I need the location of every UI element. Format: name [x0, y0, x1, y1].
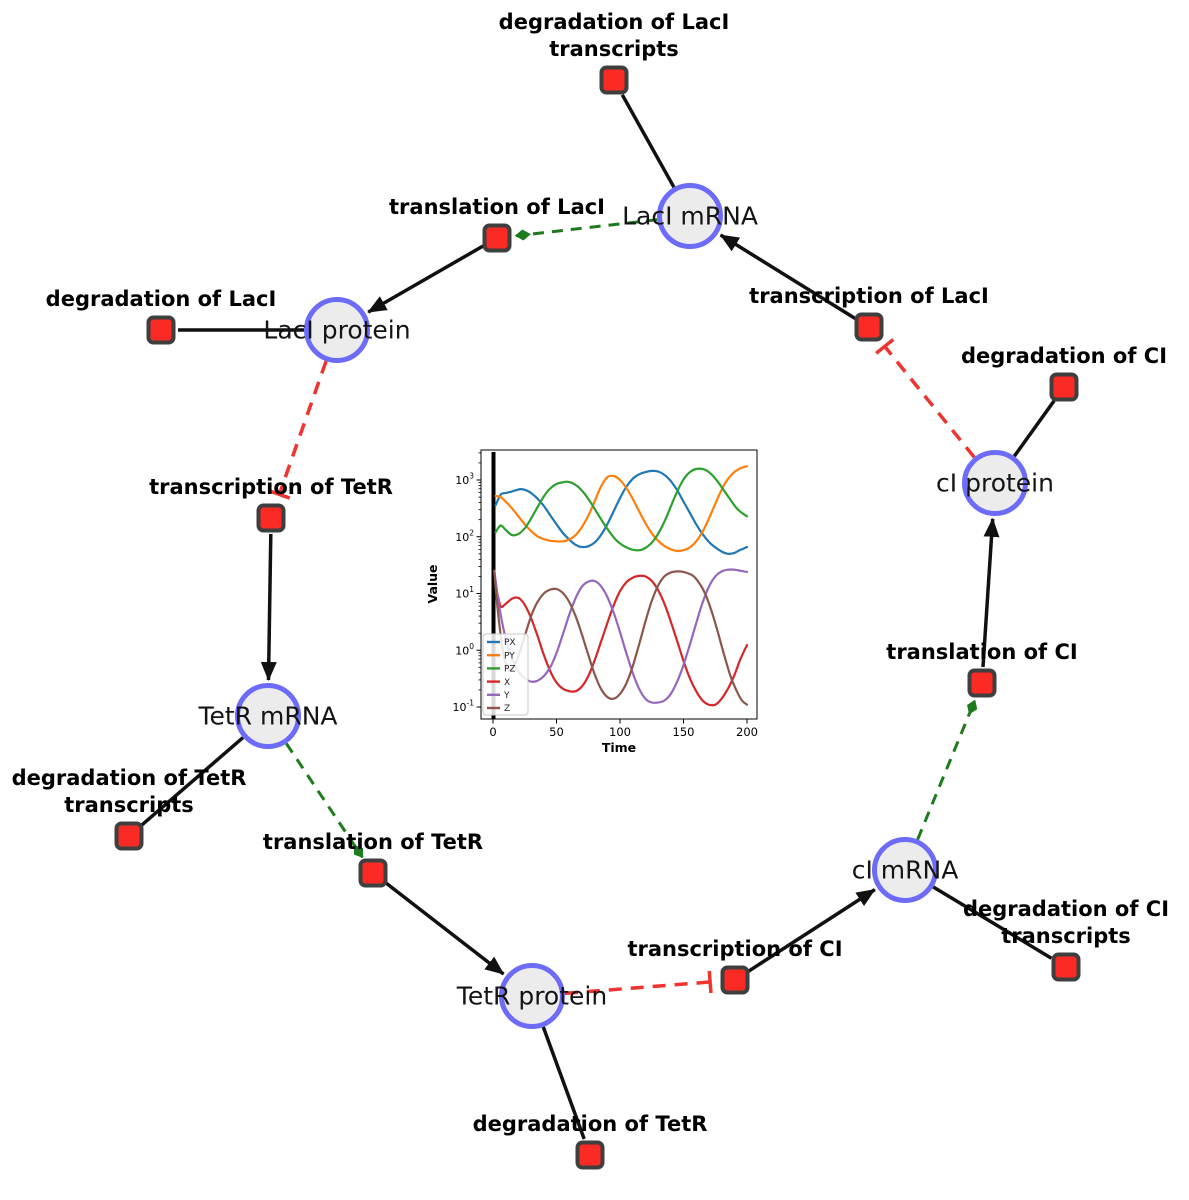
legend-label-PY: PY	[504, 651, 515, 661]
series-X	[493, 569, 749, 707]
reaction-node-deg-laci[interactable]	[146, 315, 176, 345]
edge-laci-mrna-to-translation-laci	[514, 218, 658, 241]
reaction-node-deg-laci-transcripts[interactable]	[599, 65, 629, 95]
y-axis-label: Value	[425, 564, 440, 603]
edge-transcription-ci-to-ci-mrna	[747, 888, 876, 973]
reaction-node-translation-ci[interactable]	[967, 668, 997, 698]
reaction-node-transcription-tetr[interactable]	[256, 503, 286, 533]
series-PY	[494, 465, 749, 553]
series-Y	[493, 568, 749, 704]
reaction-node-translation-tetr[interactable]	[358, 858, 388, 888]
edge-tetr-protein-to-deg-tetr	[541, 1026, 586, 1140]
edge-ci-mrna-to-translation-ci	[916, 699, 978, 841]
edge-tetr-mrna-to-translation-tetr	[285, 742, 364, 859]
reaction-node-deg-tetr[interactable]	[575, 1140, 605, 1170]
edge-translation-tetr-to-tetr-protein	[384, 881, 505, 976]
reaction-node-deg-ci-transcripts[interactable]	[1051, 952, 1081, 982]
edge-translation-laci-to-laci-protein	[367, 244, 484, 314]
reaction-node-transcription-ci[interactable]	[720, 965, 750, 995]
series-PZ	[494, 467, 749, 552]
reaction-node-translation-laci[interactable]	[482, 223, 512, 253]
x-axis-label: Time	[602, 740, 636, 755]
species-node-tetr-protein[interactable]	[499, 963, 565, 1029]
species-node-tetr-mrna[interactable]	[235, 683, 301, 749]
inset-plot-background	[425, 436, 770, 766]
inset-legend: PX PY PZ XYZ	[482, 633, 529, 716]
x-tick-label: 50	[549, 725, 564, 739]
edge-transcription-tetr-to-tetr-mrna	[260, 533, 277, 681]
legend-label-Y: Y	[503, 691, 510, 701]
edge-ci-mrna-to-deg-ci-transcripts	[932, 885, 1053, 960]
edge-laci-protein-to-transcription-tetr	[268, 360, 328, 500]
edge-translation-ci-to-ci-protein	[981, 517, 1000, 668]
edge-ci-protein-to-transcription-laci	[875, 338, 976, 459]
legend-label-PX: PX	[504, 638, 516, 648]
series-PX	[494, 469, 749, 555]
species-node-laci-protein[interactable]	[304, 297, 370, 363]
x-tick-label: 0	[489, 725, 496, 739]
x-tick-label: 200	[736, 725, 758, 739]
inset-plot-frame	[480, 449, 758, 720]
x-tick-label: 150	[673, 725, 695, 739]
legend-label-X: X	[504, 678, 510, 688]
species-node-ci-protein[interactable]	[962, 450, 1028, 516]
legend-label-Z: Z	[504, 704, 510, 714]
edge-laci-mrna-to-deg-laci-transcripts	[620, 93, 676, 189]
species-node-ci-mrna[interactable]	[872, 837, 938, 903]
reaction-node-deg-ci[interactable]	[1049, 372, 1079, 402]
edge-ci-protein-to-deg-ci	[1012, 399, 1056, 458]
reaction-node-deg-tetr-transcripts[interactable]	[114, 821, 144, 851]
series-Z	[493, 569, 749, 706]
edge-transcription-laci-to-laci-mrna	[719, 233, 857, 321]
edge-tetr-mrna-to-deg-tetr-transcripts	[140, 736, 245, 827]
legend-label-PZ: PZ	[504, 665, 516, 675]
timeseries-inset-plot: 0 50 100 150 20010-1100101102103TimeValuePXP…	[425, 436, 770, 766]
reaction-node-transcription-laci[interactable]	[854, 312, 884, 342]
edge-tetr-protein-to-transcription-ci	[564, 970, 713, 996]
species-node-laci-mrna[interactable]	[657, 183, 723, 249]
x-tick-label: 100	[609, 725, 631, 739]
